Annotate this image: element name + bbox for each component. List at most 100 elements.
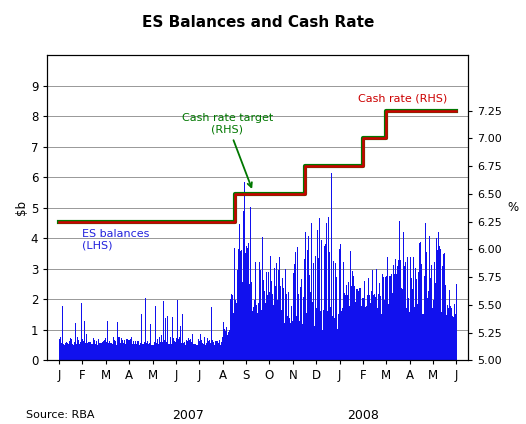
Bar	[77, 338, 78, 360]
Bar	[126, 339, 127, 360]
Bar	[258, 312, 259, 360]
Bar	[94, 342, 95, 360]
Bar	[158, 344, 159, 360]
Bar	[117, 338, 118, 360]
Bar	[310, 292, 311, 360]
Bar	[282, 278, 284, 360]
Bar	[208, 341, 209, 360]
Bar	[133, 345, 134, 360]
Bar	[256, 305, 257, 360]
Bar	[412, 289, 413, 360]
Bar	[140, 343, 141, 360]
Bar	[265, 303, 266, 360]
Bar	[396, 271, 397, 360]
Bar	[451, 308, 452, 360]
Y-axis label: %: %	[508, 201, 519, 214]
Bar	[171, 344, 172, 360]
Bar	[204, 337, 205, 360]
Bar	[372, 270, 373, 360]
Bar	[309, 275, 310, 360]
Bar	[314, 326, 315, 360]
Bar	[418, 272, 419, 360]
Bar	[379, 283, 380, 360]
Bar	[214, 345, 215, 360]
Bar	[188, 340, 189, 360]
Bar	[290, 323, 291, 360]
Bar	[73, 345, 74, 360]
Bar	[235, 300, 236, 360]
Bar	[306, 232, 307, 360]
Bar	[261, 310, 262, 360]
Bar	[360, 296, 361, 360]
Text: 2008: 2008	[347, 409, 379, 422]
Bar	[101, 343, 102, 360]
Bar	[83, 343, 84, 360]
Bar	[179, 326, 180, 360]
Bar	[456, 284, 457, 360]
Bar	[125, 343, 126, 360]
Bar	[154, 342, 155, 360]
Bar	[333, 261, 335, 360]
Bar	[382, 274, 383, 360]
Bar	[427, 298, 428, 360]
Bar	[268, 272, 269, 360]
Bar	[343, 262, 344, 360]
Bar	[220, 345, 221, 360]
Bar	[453, 317, 454, 360]
Bar	[111, 343, 112, 360]
Bar	[393, 265, 394, 360]
Bar	[281, 310, 282, 360]
Bar	[376, 312, 377, 360]
Bar	[330, 307, 331, 360]
Bar	[122, 340, 123, 360]
Bar	[75, 323, 76, 360]
Bar	[345, 301, 346, 360]
Bar	[86, 334, 87, 360]
Bar	[283, 288, 284, 360]
Bar	[289, 294, 290, 360]
Bar	[58, 339, 59, 360]
Bar	[148, 344, 149, 360]
Bar	[307, 250, 308, 360]
Bar	[320, 311, 321, 360]
Bar	[199, 342, 200, 360]
Bar	[305, 258, 306, 360]
Bar	[244, 181, 245, 360]
Bar	[367, 295, 368, 360]
Bar	[320, 313, 321, 360]
Bar	[455, 314, 456, 360]
Bar	[428, 291, 429, 360]
Bar	[261, 237, 262, 360]
Bar	[349, 306, 350, 360]
Bar	[357, 289, 358, 360]
Bar	[140, 314, 141, 360]
Bar	[411, 310, 412, 360]
Bar	[258, 304, 259, 360]
Bar	[139, 345, 140, 360]
Bar	[396, 274, 397, 360]
Bar	[374, 294, 375, 360]
Bar	[339, 249, 340, 360]
Bar	[341, 311, 342, 360]
Bar	[422, 314, 423, 360]
Bar	[167, 316, 168, 360]
Bar	[397, 266, 398, 360]
Bar	[298, 294, 299, 360]
Bar	[321, 240, 322, 360]
Bar	[263, 280, 264, 360]
Bar	[359, 287, 360, 360]
Bar	[81, 303, 82, 360]
Bar	[123, 343, 124, 360]
Bar	[138, 341, 139, 360]
Bar	[288, 292, 289, 360]
Bar	[371, 290, 372, 360]
Bar	[92, 344, 93, 360]
Bar	[322, 330, 323, 360]
Bar	[454, 304, 456, 360]
Bar	[185, 345, 186, 360]
Bar	[286, 316, 287, 360]
Bar	[239, 224, 240, 360]
Bar	[335, 263, 336, 360]
Bar	[89, 342, 90, 360]
Bar	[371, 299, 372, 360]
